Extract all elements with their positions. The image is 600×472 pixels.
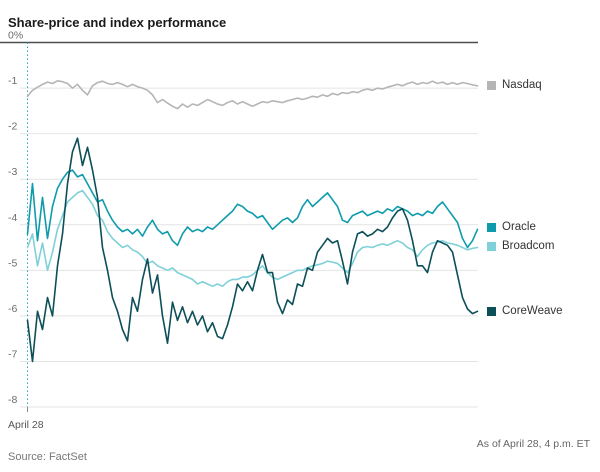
legend-label-coreweave: CoreWeave [502,305,563,317]
y-tick-label: -7 [8,348,17,360]
legend-item-coreweave: CoreWeave [487,305,563,317]
oracle-legend-swatch-icon [487,222,496,232]
x-axis-label: April 28 [8,419,44,431]
y-tick-label: -3 [8,166,17,178]
series-line-nasdaq [26,80,479,110]
legend-label-broadcom: Broadcom [502,240,555,252]
legend-label-oracle: Oracle [502,221,536,233]
as-of-timestamp: As of April 28, 4 p.m. ET [476,438,590,450]
legend-item-nasdaq: Nasdaq [487,79,542,91]
y-tick-label: -6 [8,303,17,315]
chart-title: Share-price and index performance [8,14,227,30]
y-tick-label: -1 [8,75,17,87]
y-tick-label: -5 [8,257,17,269]
source-attribution: Source: FactSet [8,451,87,463]
y-tick-label: 0% [8,30,23,42]
legend-item-oracle: Oracle [487,221,536,233]
broadcom-legend-swatch-icon [487,241,496,251]
series-line-broadcom [26,189,479,288]
y-tick-label: -4 [8,212,17,224]
y-tick-label: -2 [8,121,17,133]
y-tick-label: -8 [8,394,17,406]
coreweave-legend-swatch-icon [487,306,496,316]
performance-chart: 0% -1 -2 -3 -4 -5 -6 -7 -8 [0,30,479,412]
series-line-coreweave [26,137,479,363]
nasdaq-legend-swatch-icon [487,80,496,90]
legend-label-nasdaq: Nasdaq [502,79,542,91]
legend-item-broadcom: Broadcom [487,240,554,252]
